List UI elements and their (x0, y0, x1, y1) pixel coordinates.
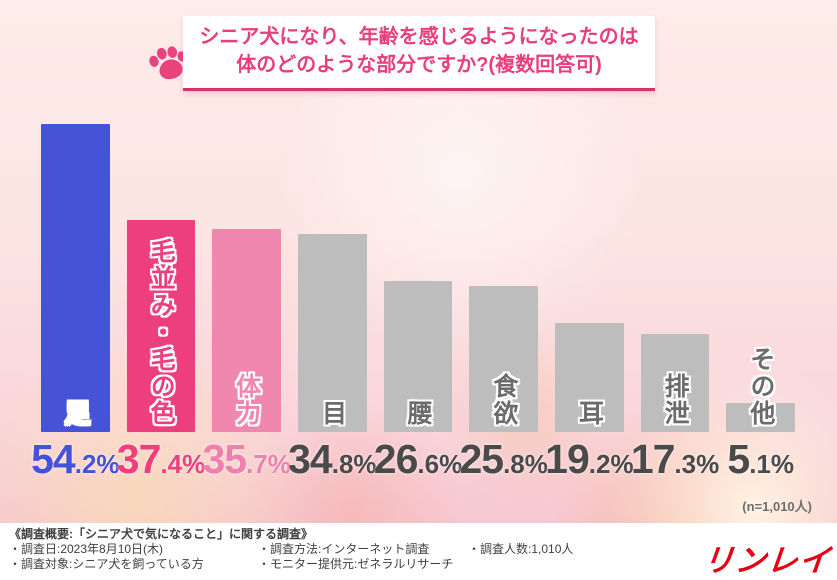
bar-value-label: 5.1% (727, 436, 795, 482)
bar (640, 333, 710, 432)
survey-monitor: ・モニター提供元:ゼネラルリサーチ (258, 557, 454, 571)
bar-value-label: 26.6% (373, 436, 463, 482)
bar (726, 403, 796, 432)
bar (383, 280, 453, 432)
bar-value-label: 37.4% (116, 436, 206, 482)
survey-footer-col2: ・調査方法:インターネット調査 ・モニター提供元:ゼネラルリサーチ (258, 542, 453, 572)
bar-category-label: 目 (318, 400, 347, 427)
chart-title-line2: 体のどのような部分ですか?(複数回答可) (236, 54, 602, 77)
bar (469, 285, 539, 432)
bar (555, 322, 624, 432)
rinrei-logo: リンレイ (701, 543, 833, 578)
bar-category-label: 耳 (575, 400, 604, 427)
bar-value-label: 54.2% (31, 436, 120, 482)
bar (126, 219, 196, 432)
bar-category-label: 排泄 (661, 373, 690, 427)
survey-date: ・調査日:2023年8月10日(木) (9, 542, 164, 556)
bar-slot: 毛並み・毛の色 37.4% (117, 124, 205, 480)
bar-value-label: 25.8% (459, 436, 548, 482)
bar-category-label: 腰 (404, 400, 433, 427)
bar-value-label: 34.8% (288, 436, 377, 482)
bar-slot: 腰 26.6% (374, 124, 462, 480)
chart-title: シニア犬になり、年齢を感じるようになったのは 体のどのような部分ですか?(複数回… (183, 16, 655, 91)
bar-value-label: 35.7% (202, 436, 291, 482)
bar-category-label: 毛並み・毛の色 (147, 238, 176, 427)
bar-slot: 足 54.2% (31, 124, 120, 480)
survey-target: ・調査対象:シニア犬を飼っている方 (9, 557, 204, 571)
bar (212, 229, 282, 432)
survey-method: ・調査方法:インターネット調査 (258, 542, 430, 556)
bar (298, 234, 367, 432)
bar-value-label: 17.3% (630, 436, 720, 482)
survey-footer-col1: ・調査日:2023年8月10日(木) ・調査対象:シニア犬を飼っている方 (9, 542, 204, 572)
survey-count: ・調査人数:1,010人 (468, 542, 574, 556)
bar-value-label: 19.2% (545, 436, 634, 482)
bar-slot: 目 34.8% (288, 124, 377, 480)
bar-category-label: その他 (746, 346, 775, 427)
bar-chart: 足 54.2% 毛並み・毛の色 37.4% 体力 35.7% 目 34.8% 腰 26.6% 食欲 2… (31, 124, 796, 480)
sample-size-note: (n=1,010人) (742, 499, 812, 514)
bar-category-label: 体力 (232, 373, 261, 427)
chart-title-line1: シニア犬になり、年齢を感じるようになったのは (199, 26, 639, 48)
bar (41, 124, 110, 432)
survey-overview: 《調査概要:「シニア犬で気になること」に関する調査》 (9, 527, 313, 541)
bar-slot: その他 5.1% (726, 124, 796, 480)
bar-slot: 耳 19.2% (545, 124, 634, 480)
bar-category-label: 食欲 (489, 373, 518, 427)
bar-category-label: 足 (61, 400, 90, 427)
survey-footer: 《調査概要:「シニア犬で気になること」に関する調査》 ・調査日:2023年8月1… (0, 523, 837, 580)
survey-footer-col3: ・調査人数:1,010人 (468, 542, 573, 557)
bar-slot: 食欲 25.8% (459, 124, 548, 480)
paw-icon (149, 46, 187, 80)
bar-slot: 体力 35.7% (202, 124, 291, 480)
bar-slot: 排泄 17.3% (631, 124, 719, 480)
